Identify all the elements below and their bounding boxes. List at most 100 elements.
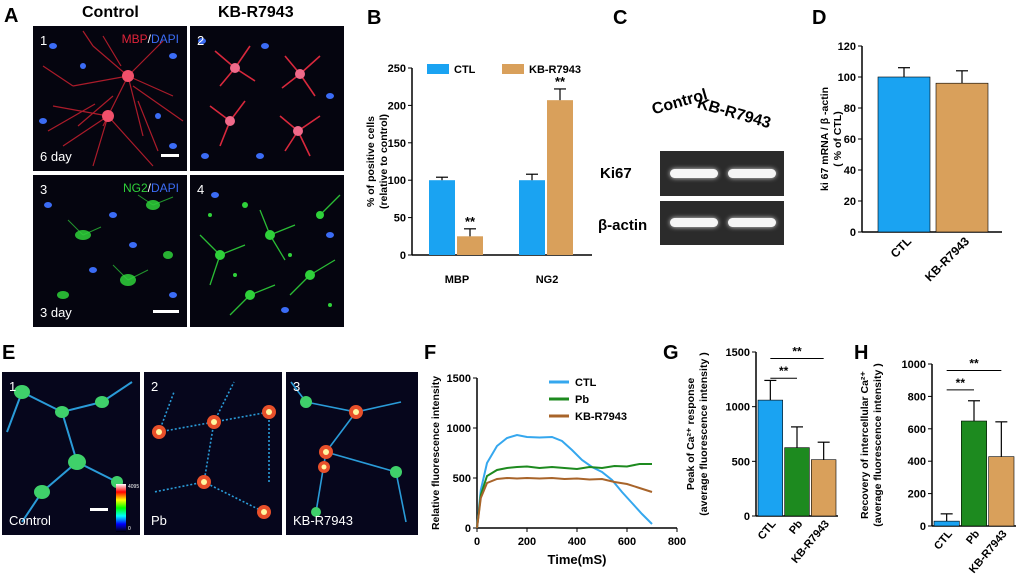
colorbar-max-label: 4095 — [128, 484, 140, 490]
bar — [519, 180, 545, 255]
x-tick-label: Pb — [787, 518, 805, 537]
y-tick-label: 1000 — [902, 359, 926, 371]
x-tick-label: NG2 — [536, 274, 559, 286]
bar — [877, 76, 931, 233]
stain-separator: / — [147, 181, 151, 195]
bar — [933, 520, 960, 527]
y-tick-label: 0 — [400, 250, 406, 262]
y-tick-label: 200 — [908, 489, 926, 501]
panel-a-header-control: Control — [82, 4, 139, 21]
y-tick-label: 1500 — [726, 347, 750, 359]
panel-letter-a: A — [4, 5, 19, 27]
micrograph-a4: 4 — [190, 175, 344, 327]
y-tick-label: 1000 — [726, 402, 750, 414]
micrograph-a1-number: 1 — [40, 33, 48, 48]
panel-letter-e: E — [2, 342, 16, 364]
y-axis-label: Relative fluorescence intensity — [430, 376, 442, 530]
micrograph-a3: 3 NG2/DAPI 3 day — [33, 175, 187, 327]
y-tick-label: 500 — [732, 456, 750, 468]
colorbar-min-label: 0 — [128, 526, 131, 532]
gel-band — [670, 218, 718, 227]
calcium-image-e3-cells — [290, 381, 407, 523]
micrograph-a1: 1 MBP/DAPI 6 day — [33, 26, 187, 171]
panel-a-header-kb: KB-R7943 — [218, 4, 294, 21]
panel-letter-g: G — [663, 342, 679, 364]
gel-actin — [660, 201, 784, 245]
calcium-image-e1-label: Control — [9, 513, 51, 528]
y-tick-label: 250 — [388, 63, 406, 75]
stain-separator: / — [147, 32, 151, 46]
intensity-colorbar — [116, 484, 126, 532]
stain-dapi-label: DAPI — [150, 181, 179, 195]
y-tick-label: 800 — [908, 391, 926, 403]
stain-ng2-label: NG2 — [122, 181, 148, 195]
calcium-image-e1: 1 Control 4095 0 — [2, 372, 140, 535]
significance-marker: ** — [969, 356, 979, 370]
gel-band — [728, 169, 776, 178]
gel-row-label-actin: β-actin — [598, 217, 648, 234]
series-line — [476, 433, 653, 529]
calcium-image-e2-cells — [152, 381, 276, 519]
micrograph-a3-cells — [44, 194, 177, 299]
y-tick-label: 100 — [388, 175, 406, 187]
y-axis-label: Peak of Ca²⁺ response — [686, 378, 697, 490]
x-tick-label: 400 — [568, 536, 586, 548]
gel-column-label-kb: KB-R7943 — [695, 95, 773, 133]
significance-marker: ** — [792, 345, 802, 359]
bar — [961, 420, 987, 527]
bar — [429, 180, 455, 255]
y-tick-label: 150 — [388, 138, 406, 150]
y-tick-label: 400 — [908, 456, 926, 468]
micrograph-a3-stain-label: NG2/DAPI — [123, 181, 179, 195]
x-tick-label: MBP — [445, 274, 469, 286]
calcium-image-e1-number: 1 — [9, 379, 17, 394]
chart-b: 0 50 100 150 200 250 % of positive cells (relat… — [365, 63, 592, 286]
y-axis-label: (average fluorescence intensity ) — [698, 352, 710, 515]
chart-f: 0 500 1000 1500 0 200 400 600 800 Time(mS) Relativ… — [430, 373, 686, 567]
bar — [988, 456, 1015, 527]
y-tick-label: 120 — [838, 41, 856, 53]
legend-label: Pb — [575, 394, 589, 406]
y-tick-label: 0 — [744, 511, 750, 523]
chart-d: 0 20 40 60 80 100 120 ki 67 mRNA / β -actin( % … — [819, 41, 1002, 284]
micrograph-a3-day-label: 3 day — [40, 305, 72, 320]
stain-dapi-label: DAPI — [150, 32, 179, 46]
gel-band — [728, 218, 776, 227]
y-tick-label: 60 — [844, 134, 856, 146]
calcium-image-e3: 3 KB-R7943 — [286, 372, 418, 535]
y-tick-label: 0 — [850, 227, 856, 239]
panel-letter-h: H — [854, 342, 869, 364]
x-tick-label: KB-R7943 — [922, 234, 972, 284]
x-axis-label: Time(mS) — [548, 552, 607, 567]
calcium-image-e3-number: 3 — [293, 379, 301, 394]
chart-g: 0 500 1000 1500 Peak of Ca²⁺ response (averag… — [686, 345, 838, 566]
scale-bar — [153, 310, 179, 313]
micrograph-a2-number: 2 — [197, 33, 205, 48]
y-tick-label: 500 — [453, 473, 471, 485]
chart-h: 0 200 400 600 800 1000 Recovery of intercellul… — [860, 356, 1016, 576]
legend-swatch — [502, 64, 524, 74]
panel-letter-d: D — [812, 7, 827, 29]
y-tick-label: 0 — [920, 521, 926, 533]
y-tick-label: 200 — [388, 100, 406, 112]
micrograph-a1-cells — [39, 30, 184, 167]
legend-label: CTL — [454, 64, 476, 76]
stain-mbp-label: MBP — [121, 32, 148, 46]
scale-bar — [161, 154, 179, 157]
calcium-image-e2-label: Pb — [151, 513, 167, 528]
y-tick-label: 100 — [838, 72, 856, 84]
x-tick-label: 600 — [618, 536, 636, 548]
legend-label: KB-R7943 — [575, 411, 627, 423]
series-line — [476, 476, 653, 529]
significance-marker: ** — [555, 74, 566, 89]
gel-row-label-ki67: Ki67 — [600, 165, 632, 182]
y-tick-label: 0 — [465, 523, 471, 535]
y-axis-label: ( % of CTL) — [832, 111, 844, 166]
y-tick-label: 40 — [844, 165, 856, 177]
bar — [784, 447, 810, 517]
calcium-image-e1-cells — [6, 381, 133, 523]
legend-swatch — [427, 64, 449, 74]
micrograph-a3-number: 3 — [40, 182, 48, 197]
significance-marker: ** — [956, 376, 966, 390]
micrograph-a1-stain-label: MBP/DAPI — [122, 32, 179, 46]
